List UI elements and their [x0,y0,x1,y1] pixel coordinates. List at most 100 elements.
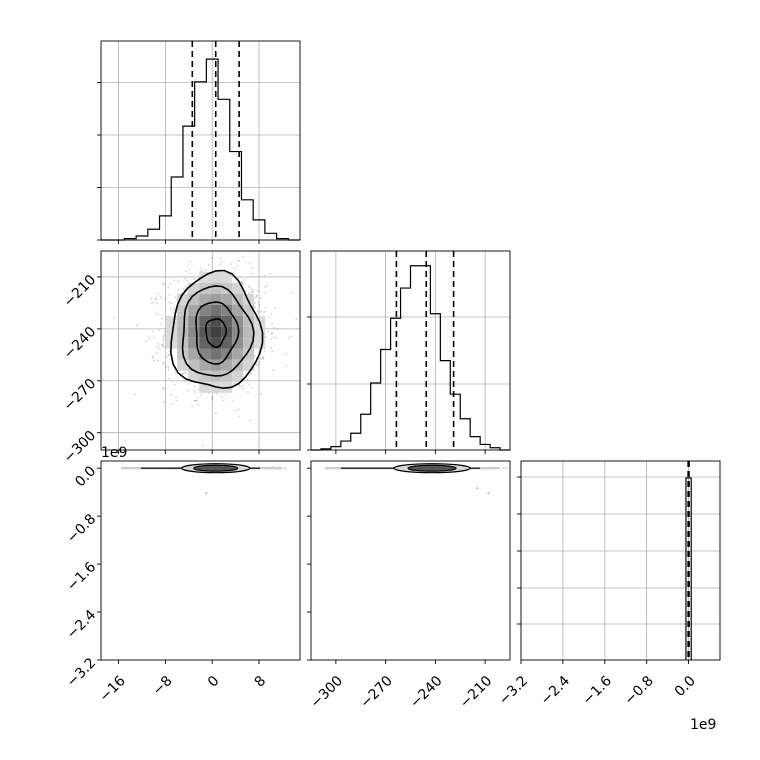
sample-point [259,358,262,360]
sample-point [196,396,199,399]
density-cell [199,348,211,360]
sample-point [183,287,185,290]
sample-point [267,316,270,318]
sample-point [221,399,224,402]
density-cell [188,348,200,360]
sample-point [153,336,156,339]
sample-point [258,361,261,364]
sample-point [160,296,162,299]
sample-point [258,304,261,306]
sample-point [162,362,165,365]
sample-point [164,298,167,301]
x-offset-label-p3: 1e9 [690,717,716,733]
sample-point [167,301,170,304]
histogram-step [311,265,510,451]
sample-point [163,401,166,404]
sample-point [174,371,177,374]
density-cell [243,337,255,349]
sample-point [157,329,160,332]
sample-point [161,345,164,347]
density-cell [188,293,200,305]
sample-point [156,352,158,355]
sample-point [263,274,266,276]
sample-point [164,330,167,333]
sample-point [175,399,178,402]
sample-point [233,267,236,269]
sample-point [272,368,275,371]
sample-point [241,281,244,284]
density-cell [210,271,222,283]
sample-point [151,357,154,359]
sample-point [160,344,163,346]
sample-point [202,445,204,447]
density-cell [232,326,244,338]
sample-point [150,302,153,305]
density-cell [232,293,244,305]
density-cell [221,304,233,316]
sample-point [165,365,168,368]
sample-point [188,260,191,263]
sample-point [502,467,505,470]
sample-point [156,345,159,348]
sample-point [290,292,293,294]
sample-point [162,361,165,364]
density-cell [199,370,211,382]
density-cell [210,348,222,360]
sample-point [274,337,277,339]
density-cell [199,315,211,327]
sample-point [272,336,275,339]
sample-point [152,301,155,304]
density-cell [210,293,222,305]
sample-point [270,323,273,325]
sample-point [197,403,200,406]
density-cell [177,304,189,316]
density-cell [221,315,233,327]
sample-point [249,262,252,265]
sample-point [264,349,266,352]
density-cell [188,315,200,327]
axes-frame [100,250,301,451]
sample-point [184,380,187,383]
sample-point [185,285,188,288]
histogram-step [685,477,692,660]
density-cell [188,304,200,316]
sample-point [244,289,247,292]
density-cell [221,337,233,349]
sample-point [255,296,257,299]
density-cell [199,381,211,393]
density-cell [199,359,211,371]
sample-point [230,263,233,265]
sample-point [153,360,155,362]
sample-point [163,346,166,348]
sample-point [224,394,227,396]
sample-point [258,311,261,314]
sample-point [168,377,171,380]
sample-point [238,408,240,411]
axes-frame [310,460,511,661]
sample-point [186,389,189,392]
sample-point [167,353,170,356]
sample-point [170,393,173,396]
sample-point [251,291,254,294]
sample-point [240,280,243,283]
sample-point [256,310,259,312]
density-cell [188,370,200,382]
sample-point [165,355,168,358]
density-cell [177,293,189,305]
axes-frame [520,460,721,661]
density-cell [232,337,244,349]
sample-point [195,399,198,402]
sample-point [184,371,187,374]
density-cell [177,359,189,371]
sample-point [201,269,204,272]
density-cell [188,282,200,294]
density-cell [210,315,222,327]
sample-point [261,356,264,359]
sample-point [290,335,293,338]
sample-point [263,291,266,294]
axes-frame [100,40,301,241]
sample-point [191,405,194,408]
sample-point [160,317,163,320]
sample-point [257,364,260,367]
